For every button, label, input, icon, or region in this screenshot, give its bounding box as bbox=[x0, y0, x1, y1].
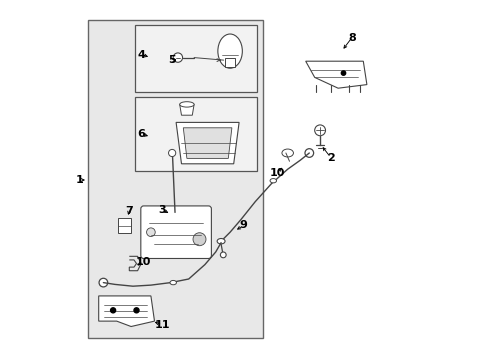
Text: 11: 11 bbox=[154, 320, 170, 330]
Text: 2: 2 bbox=[326, 153, 334, 163]
Polygon shape bbox=[305, 61, 366, 88]
Ellipse shape bbox=[170, 280, 176, 285]
Circle shape bbox=[168, 149, 175, 157]
Text: 3: 3 bbox=[158, 204, 165, 215]
Bar bbox=[224, 58, 235, 67]
Text: 9: 9 bbox=[239, 220, 247, 230]
Text: 6: 6 bbox=[137, 129, 144, 139]
Text: 4: 4 bbox=[138, 50, 145, 60]
Polygon shape bbox=[99, 296, 154, 327]
Text: 8: 8 bbox=[347, 33, 355, 43]
Circle shape bbox=[341, 71, 345, 75]
Bar bbox=[134, 25, 257, 92]
Text: 7: 7 bbox=[125, 206, 133, 216]
Ellipse shape bbox=[217, 238, 224, 244]
Polygon shape bbox=[179, 104, 194, 115]
Circle shape bbox=[110, 308, 115, 313]
Bar bbox=[88, 20, 262, 338]
Ellipse shape bbox=[218, 34, 242, 68]
Circle shape bbox=[173, 53, 182, 62]
Polygon shape bbox=[183, 128, 231, 158]
Circle shape bbox=[314, 125, 325, 136]
Text: 5: 5 bbox=[168, 55, 176, 66]
Circle shape bbox=[99, 278, 107, 287]
Circle shape bbox=[220, 252, 225, 258]
Circle shape bbox=[146, 228, 155, 237]
Bar bbox=[118, 218, 131, 233]
Ellipse shape bbox=[282, 149, 293, 157]
Polygon shape bbox=[176, 122, 239, 164]
Circle shape bbox=[305, 149, 313, 157]
Bar bbox=[134, 97, 257, 171]
Ellipse shape bbox=[179, 102, 194, 107]
FancyBboxPatch shape bbox=[141, 206, 211, 258]
Text: 1: 1 bbox=[76, 175, 83, 185]
Text: 10: 10 bbox=[269, 168, 284, 178]
Circle shape bbox=[134, 308, 139, 313]
Text: 10: 10 bbox=[135, 257, 150, 267]
Circle shape bbox=[193, 233, 205, 246]
Ellipse shape bbox=[269, 179, 276, 183]
